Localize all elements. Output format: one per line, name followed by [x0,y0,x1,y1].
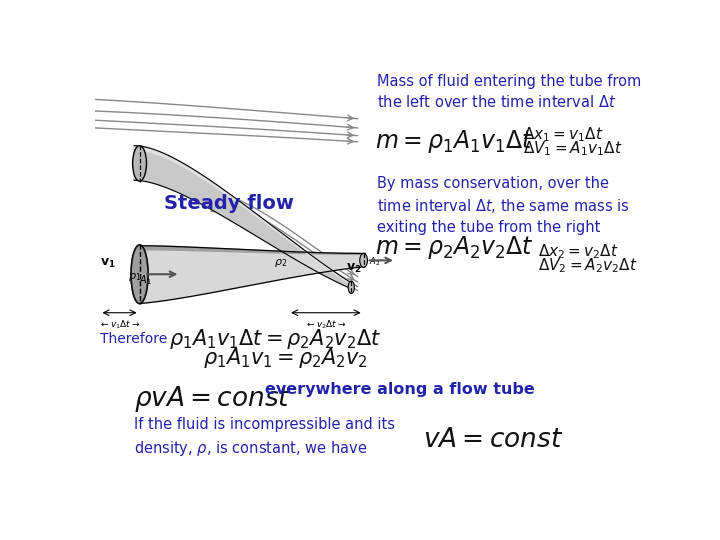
Text: If the fluid is incompressible and its
density, $\rho$, is constant, we have: If the fluid is incompressible and its d… [134,417,395,458]
Text: $\Delta V_2 = A_2 v_2 \Delta t$: $\Delta V_2 = A_2 v_2 \Delta t$ [539,256,638,275]
Text: $\rho_1 A_1 v_1 = \rho_2 A_2 v_2$: $\rho_1 A_1 v_1 = \rho_2 A_2 v_2$ [204,346,368,370]
Ellipse shape [132,146,146,181]
Text: $A_1$: $A_1$ [139,273,152,287]
Ellipse shape [348,281,354,294]
Text: Therefore: Therefore [99,332,167,346]
Text: By mass conservation, over the
time interval $\Delta t$, the same mass is
exitin: By mass conservation, over the time inte… [377,177,629,235]
Text: everywhere along a flow tube: everywhere along a flow tube [265,382,535,397]
Text: $\Delta x_1 = v_1 \Delta t$: $\Delta x_1 = v_1 \Delta t$ [523,125,603,144]
Text: $vA = const$: $vA = const$ [423,427,563,453]
Text: $A_2$: $A_2$ [369,255,380,268]
Polygon shape [134,146,354,289]
Text: $\rho v A = const$: $\rho v A = const$ [134,384,291,414]
Text: $\mathbf{v_1}$: $\mathbf{v_1}$ [99,257,115,270]
Text: $m = \rho_1 A_1 v_1 \Delta t$: $m = \rho_1 A_1 v_1 \Delta t$ [375,128,534,155]
Text: $\Delta V_1 = A_1 v_1 \Delta t$: $\Delta V_1 = A_1 v_1 \Delta t$ [523,139,623,158]
Text: $m = \rho_2 A_2 v_2 \Delta t$: $m = \rho_2 A_2 v_2 \Delta t$ [375,234,534,261]
Text: Steady flow: Steady flow [164,194,294,213]
Ellipse shape [360,253,367,267]
Text: $\rho_2$: $\rho_2$ [274,256,287,269]
Text: $\leftarrow v_2 \Delta t \rightarrow$: $\leftarrow v_2 \Delta t \rightarrow$ [305,319,346,332]
Text: $\rho_1 A_1 v_1 \Delta t = \rho_2 A_2 v_2 \Delta t$: $\rho_1 A_1 v_1 \Delta t = \rho_2 A_2 v_… [168,327,381,350]
Polygon shape [140,251,365,303]
Text: $\rho_1$: $\rho_1$ [127,271,141,282]
Text: Mass of fluid entering the tube from
the left over the time interval $\Delta t$: Mass of fluid entering the tube from the… [377,74,641,110]
Text: $\leftarrow v_1 \Delta t \rightarrow$: $\leftarrow v_1 \Delta t \rightarrow$ [99,319,140,332]
Text: $\Delta x_2 = v_2 \Delta t$: $\Delta x_2 = v_2 \Delta t$ [539,242,619,261]
Ellipse shape [131,245,148,303]
Ellipse shape [131,245,148,303]
Polygon shape [134,146,354,286]
Polygon shape [140,246,365,256]
Text: $\mathbf{v_2}$: $\mathbf{v_2}$ [346,261,361,275]
